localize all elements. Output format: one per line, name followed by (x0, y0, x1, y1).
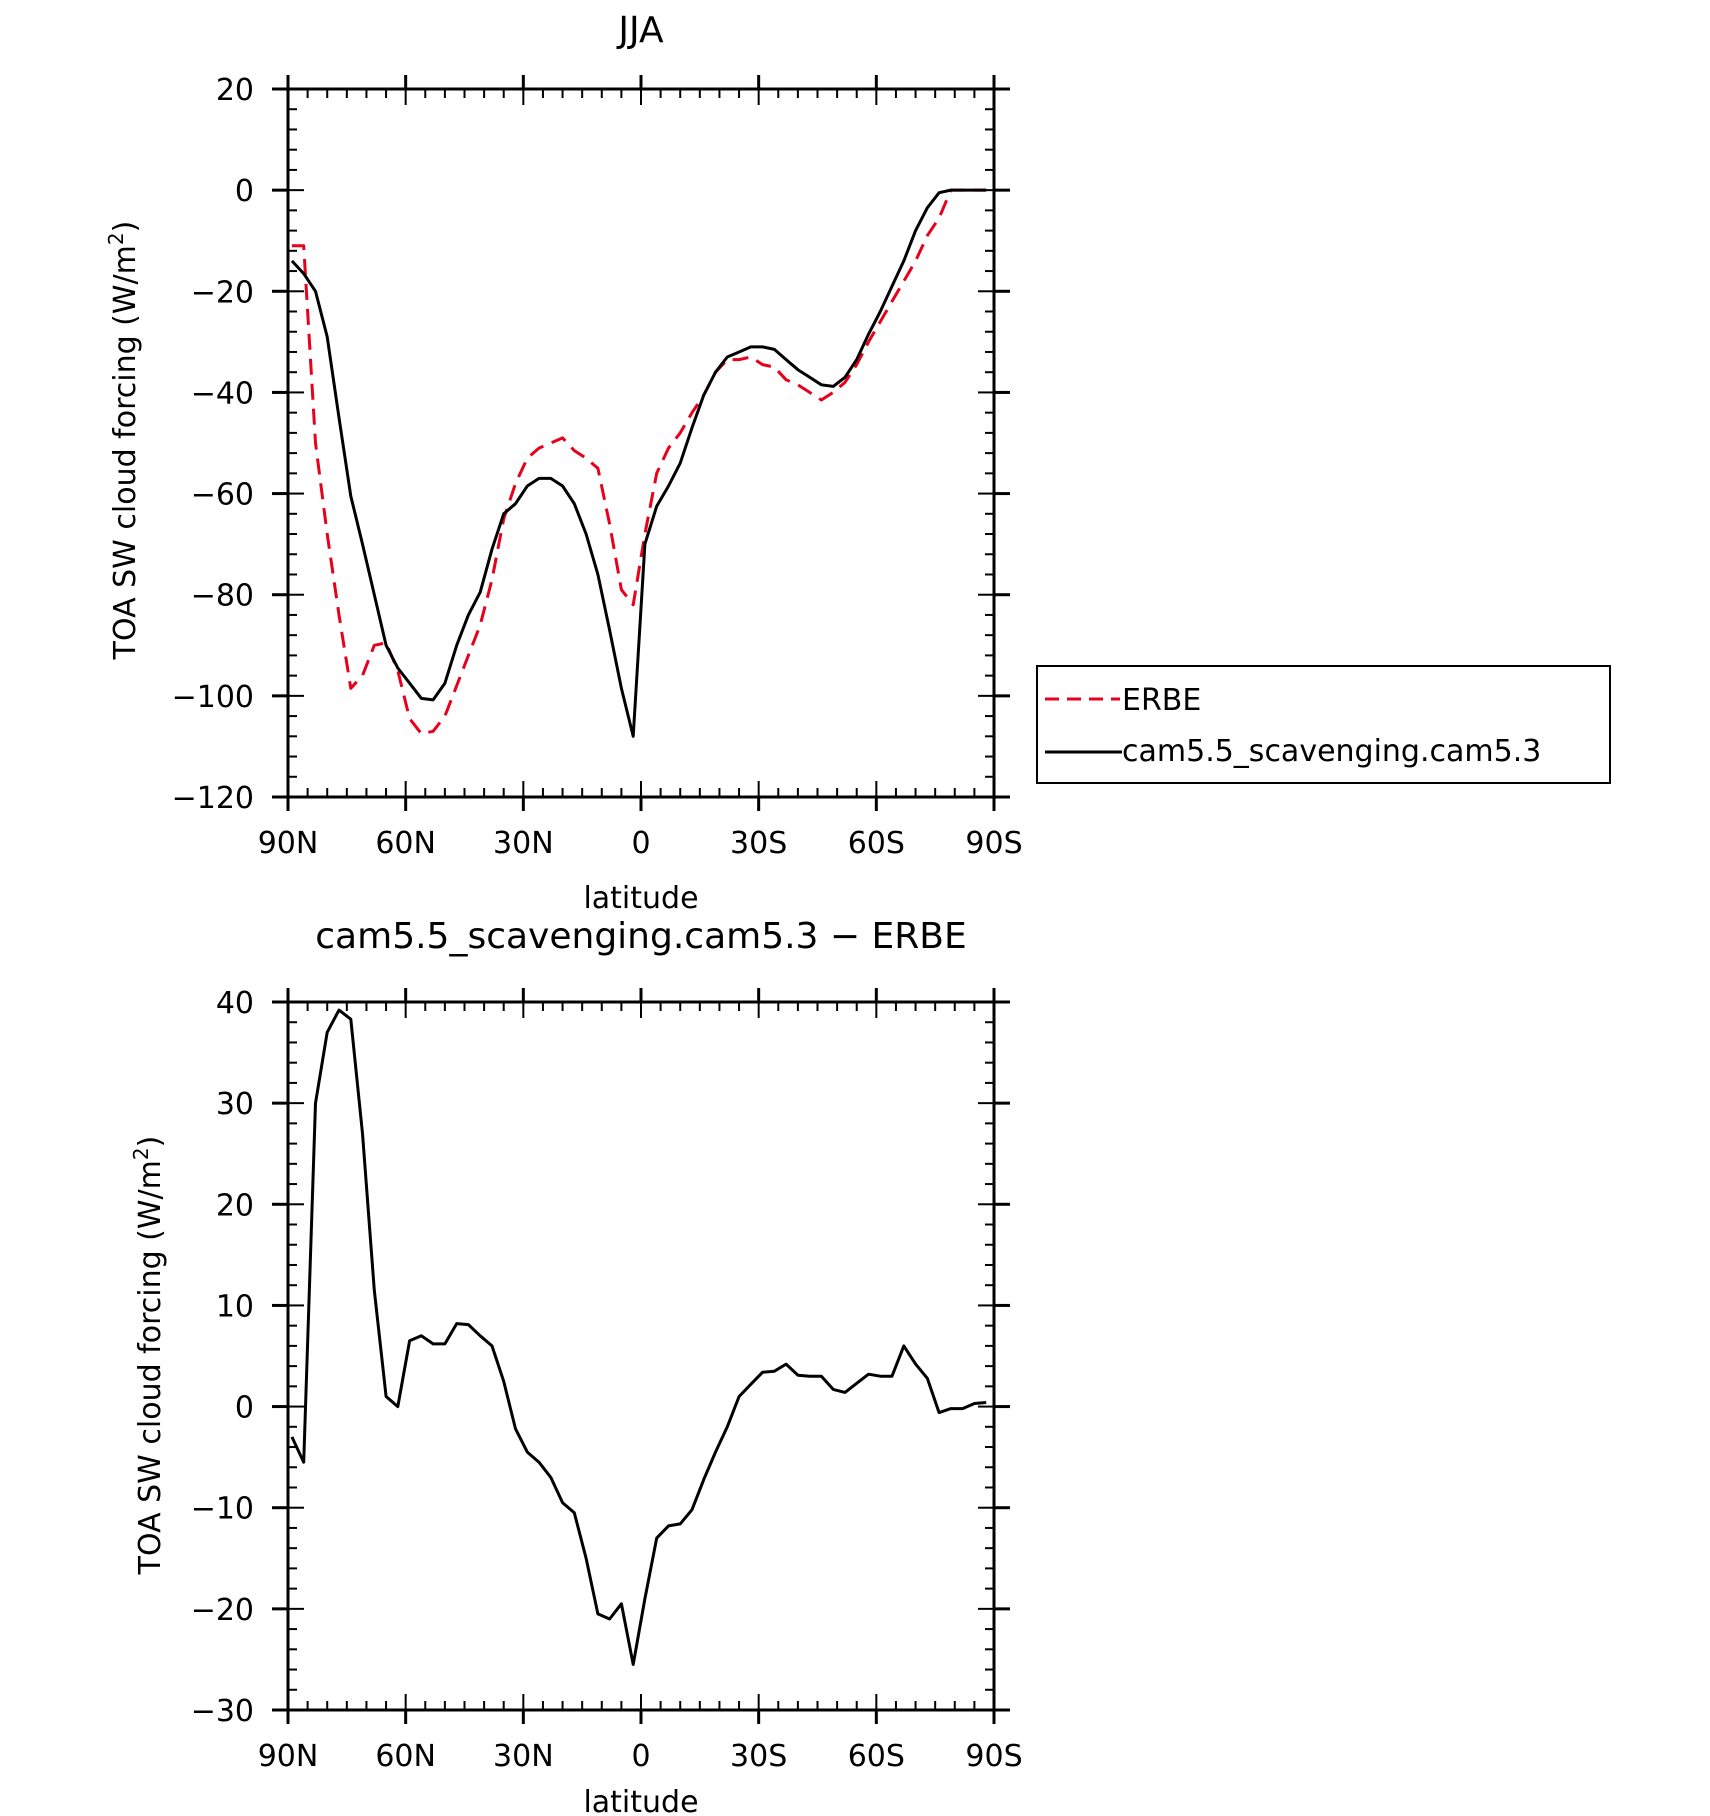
y-axis-label-close: ) (133, 1136, 168, 1148)
x-tick-label: 30N (493, 826, 554, 861)
series-line-cam5-5-scavenging-cam5-3 (290, 188, 987, 738)
chart-title: JJA (616, 10, 664, 51)
y-tick-label: −100 (172, 680, 254, 715)
x-tick-label: 60S (848, 1739, 905, 1774)
y-tick-label: −60 (191, 478, 254, 513)
y-axis-label: TOA SW cloud forcing (W/m2) (104, 221, 143, 661)
x-tick-label: 90N (258, 1739, 319, 1774)
x-tick-label: 90S (965, 826, 1022, 861)
chart-title: cam5.5_scavenging.cam5.3 − ERBE (315, 916, 966, 957)
x-axis-label: latitude (583, 881, 698, 916)
x-tick-label: 60N (375, 826, 436, 861)
x-tick-label: 0 (631, 1739, 650, 1774)
y-tick-label: −20 (191, 1593, 254, 1628)
y-tick-label: 20 (216, 1188, 254, 1223)
series-line-series-0 (290, 1008, 987, 1666)
x-tick-label: 0 (631, 826, 650, 861)
y-axis-label: TOA SW cloud forcing (W/m2) (129, 1136, 168, 1576)
y-tick-label: −80 (191, 579, 254, 614)
svg-text:TOA SW cloud forcing (W/m2): TOA SW cloud forcing (W/m2) (129, 1136, 168, 1576)
panel-bottom: cam5.5_scavenging.cam5.3 − ERBE TOA SW c… (129, 916, 1023, 1816)
y-tick-label: 10 (216, 1289, 254, 1324)
y-axis-label-text: TOA SW cloud forcing (W/m (133, 1160, 168, 1575)
y-tick-label: 20 (216, 73, 254, 108)
plot-area: 90N 60N 30N 0 30S 60S 90S 20 0 −20 −40 −60 −80 −100 −1… (172, 73, 1023, 861)
legend: ERBE cam5.5_scavenging.cam5.3 (1036, 665, 1611, 784)
x-tick-label: 90N (258, 826, 319, 861)
plot-area: 90N 60N 30N 0 30S 60S 90S 40 30 20 10 0 −10 −20 −30 (191, 986, 1023, 1774)
y-tick-label: 40 (216, 986, 254, 1021)
svg-text:TOA SW cloud forcing (W/m2): TOA SW cloud forcing (W/m2) (104, 221, 143, 661)
y-tick-label: 0 (235, 174, 254, 209)
y-axis-label-sup: 2 (129, 1147, 153, 1160)
y-tick-label: −120 (172, 781, 254, 816)
y-axis-label-sup: 2 (104, 232, 128, 245)
legend-box (1036, 665, 1611, 784)
plot-frame (286, 1000, 996, 1712)
y-tick-label: 30 (216, 1087, 254, 1122)
x-tick-label: 30S (730, 826, 787, 861)
y-axis-label-close: ) (108, 221, 143, 233)
y-axis-label-text: TOA SW cloud forcing (W/m (108, 245, 143, 660)
y-tick-label: −10 (191, 1492, 254, 1527)
legend-entry-erbe: ERBE (1122, 683, 1201, 718)
plot-frame (286, 87, 996, 799)
x-tick-label: 60N (375, 1739, 436, 1774)
y-tick-label: 0 (235, 1391, 254, 1426)
y-tick-label: −40 (191, 376, 254, 411)
x-tick-label: 60S (848, 826, 905, 861)
legend-entry-cam: cam5.5_scavenging.cam5.3 (1122, 734, 1541, 769)
x-tick-label: 90S (965, 1739, 1022, 1774)
x-tick-label: 30S (730, 1739, 787, 1774)
series-line-erbe (291, 188, 987, 736)
y-tick-label: −20 (191, 275, 254, 310)
y-tick-label: −30 (191, 1694, 254, 1729)
x-tick-label: 30N (493, 1739, 554, 1774)
panel-top: JJA TOA SW cloud forcing (W/m2) latitude… (104, 10, 1611, 916)
x-axis-label: latitude (583, 1785, 698, 1816)
